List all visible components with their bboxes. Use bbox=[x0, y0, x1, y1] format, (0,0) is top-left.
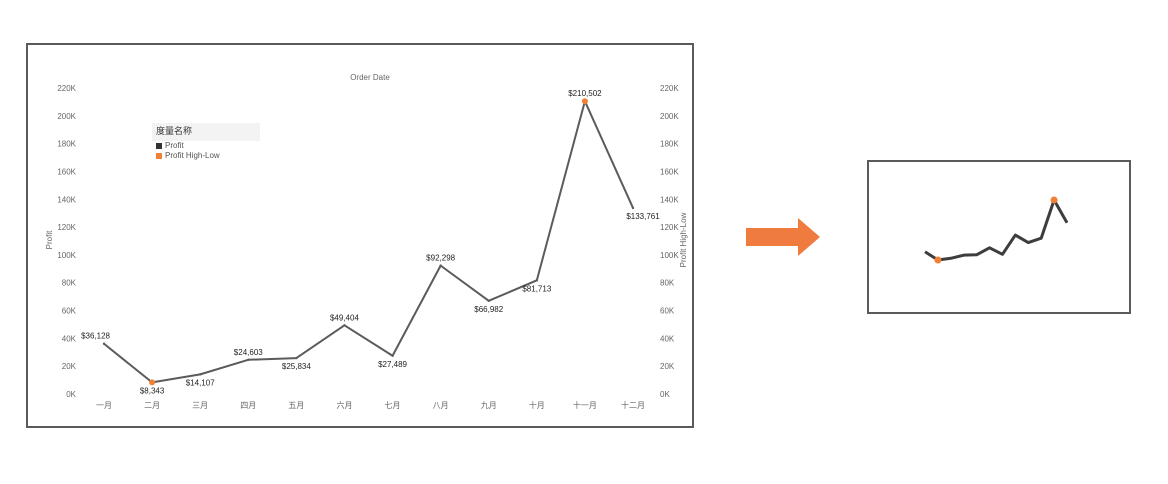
y-axis-right-label: Profit High-Low bbox=[679, 212, 688, 267]
data-point bbox=[391, 354, 394, 357]
sparkline-chart bbox=[924, 196, 1069, 264]
data-point bbox=[295, 356, 298, 360]
data-label: $14,107 bbox=[186, 378, 215, 387]
y-right-tick-label: 180K bbox=[660, 140, 679, 149]
data-label: $81,713 bbox=[522, 284, 551, 293]
data-label: $27,489 bbox=[378, 360, 407, 369]
y-left-tick-label: 80K bbox=[62, 279, 77, 288]
x-tick-label: 十二月 bbox=[621, 400, 645, 410]
profit-line bbox=[103, 100, 634, 384]
legend-label-profit-high-low: Profit High-Low bbox=[165, 151, 220, 160]
legend: 度量名称 Profit Profit High-Low bbox=[152, 123, 260, 163]
x-tick-label: 三月 bbox=[192, 401, 208, 410]
sparkline-high-low-point bbox=[1050, 196, 1058, 204]
sparkline-panel bbox=[867, 160, 1131, 314]
data-label: $92,298 bbox=[426, 254, 455, 263]
data-point bbox=[247, 358, 250, 361]
sparkline-series bbox=[924, 196, 1069, 264]
data-point bbox=[198, 373, 202, 376]
legend-swatch-profit-high-low bbox=[156, 153, 162, 159]
legend-item-profit: Profit bbox=[152, 141, 260, 151]
y-axis-left-ticks: 0K 20K 40K 60K 80K 100K 120K 140K 160K 180K 200K 22… bbox=[57, 84, 76, 399]
x-tick-label: 十月 bbox=[529, 400, 545, 410]
y-left-tick-label: 180K bbox=[57, 140, 76, 149]
data-point bbox=[102, 342, 106, 345]
data-point bbox=[343, 324, 346, 327]
profit-series bbox=[102, 98, 635, 386]
y-axis-left-label: Profit bbox=[45, 230, 54, 249]
y-left-tick-label: 160K bbox=[57, 167, 76, 176]
y-right-tick-label: 0K bbox=[660, 390, 670, 399]
x-tick-label: 二月 bbox=[144, 401, 160, 410]
data-point bbox=[487, 299, 490, 303]
y-right-tick-label: 80K bbox=[660, 279, 675, 288]
legend-title: 度量名称 bbox=[152, 123, 260, 141]
x-tick-label: 八月 bbox=[433, 401, 449, 410]
main-chart-panel: Order Date Profit Profit High-Low 0K 20K 4… bbox=[26, 43, 694, 428]
y-left-tick-label: 0K bbox=[66, 390, 76, 399]
x-tick-label: 五月 bbox=[288, 401, 304, 410]
sparkline-line bbox=[924, 198, 1069, 262]
x-tick-label: 十一月 bbox=[573, 400, 597, 410]
y-right-tick-label: 140K bbox=[660, 195, 679, 204]
x-tick-label: 一月 bbox=[96, 401, 112, 410]
y-right-tick-label: 160K bbox=[660, 167, 679, 176]
x-axis-ticks: 一月 二月 三月 四月 五月 六月 七月 八月 九月 十月 十一月 十二月 bbox=[96, 400, 645, 410]
y-left-tick-label: 40K bbox=[62, 334, 77, 343]
sparkline-high-low-point bbox=[934, 256, 942, 264]
right-arrow-icon bbox=[746, 218, 820, 256]
y-left-tick-label: 140K bbox=[57, 195, 76, 204]
y-left-tick-label: 120K bbox=[57, 223, 76, 232]
legend-swatch-profit bbox=[156, 143, 162, 149]
profit-line-chart: Order Date Profit Profit High-Low 0K 20K 4… bbox=[45, 73, 688, 410]
data-point bbox=[535, 279, 539, 282]
y-left-tick-label: 200K bbox=[57, 112, 76, 121]
legend-item-profit-high-low: Profit High-Low bbox=[152, 151, 260, 161]
data-point bbox=[631, 206, 635, 210]
y-axis-right-ticks: 0K 20K 40K 60K 80K 100K 120K 140K 160K 180K 200K 22… bbox=[660, 84, 679, 399]
y-right-tick-label: 200K bbox=[660, 112, 679, 121]
data-label: $49,404 bbox=[330, 313, 359, 322]
data-label: $24,603 bbox=[234, 348, 263, 357]
y-left-tick-label: 60K bbox=[62, 307, 77, 316]
y-left-tick-label: 20K bbox=[62, 362, 77, 371]
legend-label-profit: Profit bbox=[165, 141, 184, 150]
y-right-tick-label: 100K bbox=[660, 251, 679, 260]
data-label: $66,982 bbox=[474, 305, 503, 314]
x-tick-label: 六月 bbox=[336, 400, 352, 410]
data-label: $210,502 bbox=[568, 89, 602, 98]
data-label: $25,834 bbox=[282, 362, 311, 371]
data-label: $133,761 bbox=[626, 212, 660, 221]
y-right-tick-label: 40K bbox=[660, 334, 675, 343]
y-right-tick-label: 60K bbox=[660, 307, 675, 316]
chart-title: Order Date bbox=[350, 73, 390, 82]
data-label: $36,128 bbox=[81, 332, 110, 341]
y-right-tick-label: 20K bbox=[660, 362, 675, 371]
data-labels: $36,128 $8,343 $14,107 $24,603 $25,834 $49,40… bbox=[81, 89, 660, 395]
x-tick-label: 四月 bbox=[240, 401, 256, 410]
y-left-tick-label: 100K bbox=[57, 251, 76, 260]
data-label: $8,343 bbox=[140, 386, 165, 395]
y-right-tick-label: 220K bbox=[660, 84, 679, 93]
data-point bbox=[439, 264, 442, 267]
high-low-point bbox=[581, 98, 588, 105]
high-low-point bbox=[149, 379, 156, 386]
x-tick-label: 七月 bbox=[385, 401, 401, 410]
x-tick-label: 九月 bbox=[481, 401, 497, 410]
y-left-tick-label: 220K bbox=[57, 84, 76, 93]
y-right-tick-label: 120K bbox=[660, 223, 679, 232]
